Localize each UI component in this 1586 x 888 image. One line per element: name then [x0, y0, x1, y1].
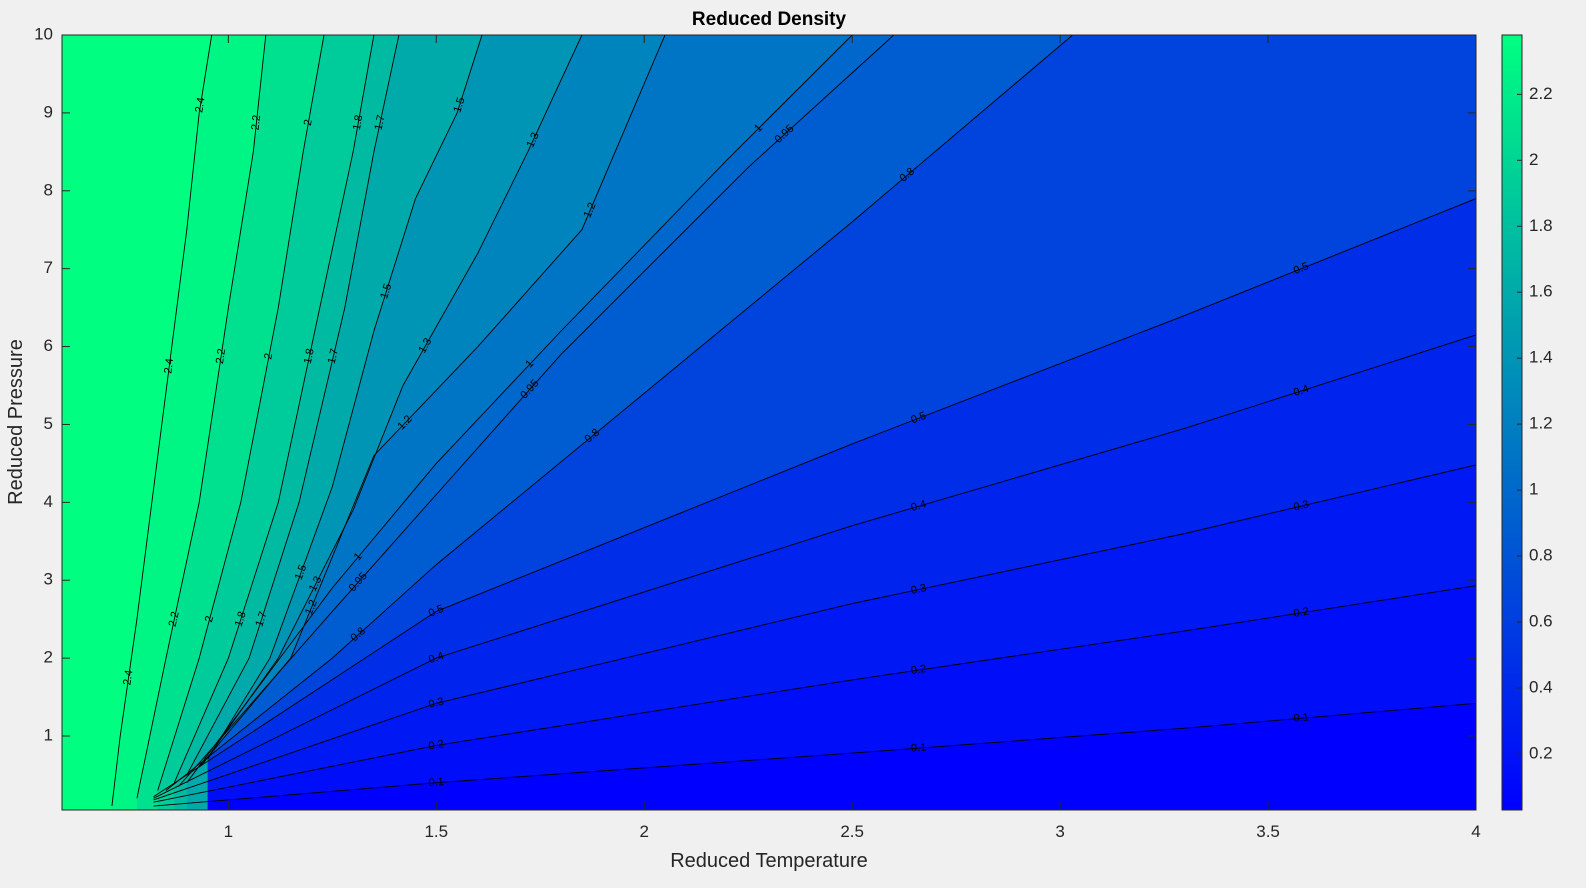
- contour-line-2.4: [111, 35, 213, 807]
- contour-line-0.5: [153, 198, 1476, 798]
- contour-label: 2.2: [167, 610, 182, 627]
- contour-label: 0.3: [427, 696, 445, 711]
- y-tick-label: 6: [44, 336, 53, 355]
- contour-label: 0.4: [1292, 383, 1310, 399]
- x-tick-label: 1: [224, 822, 233, 841]
- contour-fills: [62, 35, 1476, 810]
- contour-label: 0.1: [911, 742, 927, 755]
- colorbar-tick-label: 1.4: [1529, 348, 1553, 367]
- x-tick-label: 3: [1055, 822, 1064, 841]
- contour-label: 2.2: [250, 114, 264, 130]
- contour-label: 0.1: [428, 776, 444, 789]
- contour-line-0.1: [153, 702, 1476, 807]
- contour-label: 0.1: [1293, 711, 1309, 724]
- contour-label: 0.5: [1292, 260, 1311, 277]
- x-axis-label: Reduced Temperature: [670, 850, 868, 872]
- contour-label: 1.2: [303, 598, 320, 617]
- contour-label: 0.5: [427, 603, 446, 620]
- x-tick-label: 3.5: [1256, 822, 1280, 841]
- contour-line-2: [157, 35, 325, 791]
- contour-line-0.95: [178, 35, 895, 787]
- x-tick-label: 1.5: [424, 822, 448, 841]
- x-tick-label: 2.5: [840, 822, 864, 841]
- contour-label: 2.2: [214, 348, 228, 365]
- x-tick-label: 4: [1471, 822, 1480, 841]
- y-tick-label: 8: [44, 180, 53, 199]
- contour-line-1.7: [186, 35, 400, 776]
- contour-label: 2: [302, 119, 315, 127]
- contour-label: 2.4: [193, 97, 207, 114]
- colorbar-tick-label: 0.4: [1529, 677, 1553, 696]
- contour-line-2.2: [136, 35, 267, 799]
- y-tick-label: 9: [44, 102, 53, 121]
- contour-line-1.8: [173, 35, 375, 783]
- colorbar-tick-label: 1.6: [1529, 282, 1553, 301]
- y-tick-label: 10: [34, 24, 53, 43]
- colorbar-gradient: [1501, 34, 1523, 811]
- contour-line-1.2: [198, 35, 666, 768]
- contour-label: 1.7: [326, 347, 341, 365]
- contour-label: 1.5: [451, 96, 467, 114]
- contour-label: 0.2: [1293, 606, 1310, 620]
- contour-label: 0.4: [427, 650, 445, 666]
- contour-label: 1.2: [582, 201, 599, 220]
- contour-label: 1.5: [378, 282, 394, 300]
- y-tick-label: 3: [44, 570, 53, 589]
- contour-label: 2.4: [162, 358, 176, 375]
- contour-line-0.4: [153, 334, 1476, 799]
- contour-label: 0.2: [910, 663, 927, 677]
- contour-band-2.4: [62, 35, 212, 810]
- contour-label: 1.7: [373, 114, 388, 131]
- contour-label: 2.4: [121, 669, 135, 686]
- contour-line-0.8: [165, 35, 1073, 791]
- contour-line-0.2: [153, 585, 1476, 803]
- contour-label: 2: [203, 615, 216, 624]
- contour-lines: [111, 35, 1476, 807]
- contour-line-1.5: [207, 35, 483, 760]
- y-tick-label: 7: [44, 258, 53, 277]
- y-tick-label: 2: [44, 648, 53, 667]
- y-tick-label: 5: [44, 414, 53, 433]
- plot-area: 0.1 0.1 0.1 0.2 0.2 0.2 0.3 0.3 0.3 0.4 0.4 0.4 0.5 0…: [61, 34, 1477, 811]
- contour-label: 0.2: [428, 738, 445, 752]
- y-tick-label: 1: [44, 725, 53, 744]
- colorbar-tick-label: 2.2: [1529, 84, 1553, 103]
- y-axis-label: Reduced Pressure: [5, 339, 27, 505]
- contour-label: 0.3: [1292, 498, 1310, 513]
- colorbar-tick-label: 0.6: [1529, 612, 1553, 631]
- contour-label: 1.8: [302, 348, 317, 365]
- chart-title: Reduced Density: [692, 9, 847, 30]
- colorbar-tick-label: 2: [1529, 150, 1538, 169]
- contour-line-1: [186, 35, 853, 783]
- contour-label: 0.4: [910, 498, 928, 514]
- contour-label: 1.5: [293, 563, 310, 581]
- contour-label: 0.3: [910, 582, 927, 597]
- colorbar-tick-label: 1.8: [1529, 216, 1553, 235]
- colorbar: 0.2 0.4 0.6 0.8 1 1.2 1.4 1.6 1.8 2 2.2: [1501, 34, 1553, 811]
- colorbar-ticks: 0.2 0.4 0.6 0.8 1 1.2 1.4 1.6 1.8 2 2.2: [1517, 84, 1553, 762]
- x-tick-label: 2: [640, 822, 649, 841]
- colorbar-tick-label: 1: [1529, 480, 1538, 499]
- y-tick-label: 4: [44, 492, 53, 511]
- plot-frame: [61, 34, 1477, 811]
- x-axis: 1 1.5 2 2.5 3 3.5 4: [224, 35, 1481, 841]
- colorbar-tick-label: 0.2: [1529, 743, 1553, 762]
- contour-label: 0.5: [909, 410, 928, 427]
- y-axis: 1 2 3 4 5 6 7 8 9 10: [34, 24, 1476, 744]
- contour-label: 1.8: [233, 610, 249, 628]
- colorbar-tick-label: 0.8: [1529, 546, 1553, 565]
- colorbar-tick-label: 1.2: [1529, 414, 1553, 433]
- contour-line-0.3: [153, 464, 1476, 801]
- contour-label: 1.3: [524, 131, 541, 150]
- contour-label: 2: [262, 352, 275, 360]
- contour-label: 1.8: [351, 114, 365, 131]
- contour-line-1.3: [203, 35, 583, 764]
- contour-label: 1.7: [253, 610, 269, 628]
